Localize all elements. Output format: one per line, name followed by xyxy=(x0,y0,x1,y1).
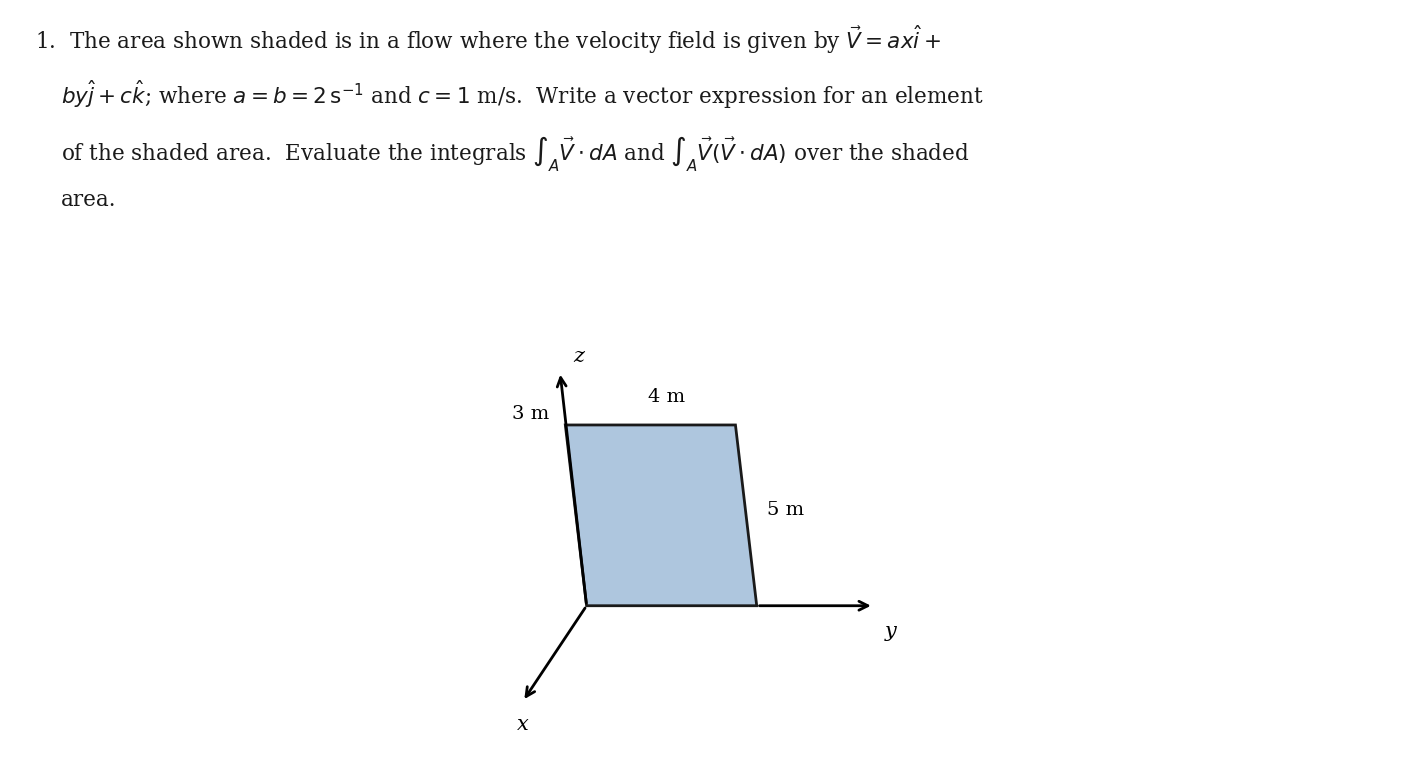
Text: $by\hat{j} + c\hat{k}$; where $a = b = 2\,\mathrm{s}^{-1}$ and $c = 1$ m/s.  Wri: $by\hat{j} + c\hat{k}$; where $a = b = 2… xyxy=(61,79,984,111)
Text: area.: area. xyxy=(61,189,116,212)
Text: x: x xyxy=(517,715,528,734)
Text: 4 m: 4 m xyxy=(647,388,685,407)
Text: y: y xyxy=(885,621,896,641)
Text: 1.  The area shown shaded is in a flow where the velocity field is given by $\ve: 1. The area shown shaded is in a flow wh… xyxy=(35,23,942,55)
Polygon shape xyxy=(565,425,756,606)
Text: 5 m: 5 m xyxy=(767,501,804,519)
Text: 3 m: 3 m xyxy=(513,405,549,424)
Text: z: z xyxy=(573,347,585,367)
Text: of the shaded area.  Evaluate the integrals $\int_A \vec{V} \cdot dA$ and $\int_: of the shaded area. Evaluate the integra… xyxy=(61,134,970,174)
